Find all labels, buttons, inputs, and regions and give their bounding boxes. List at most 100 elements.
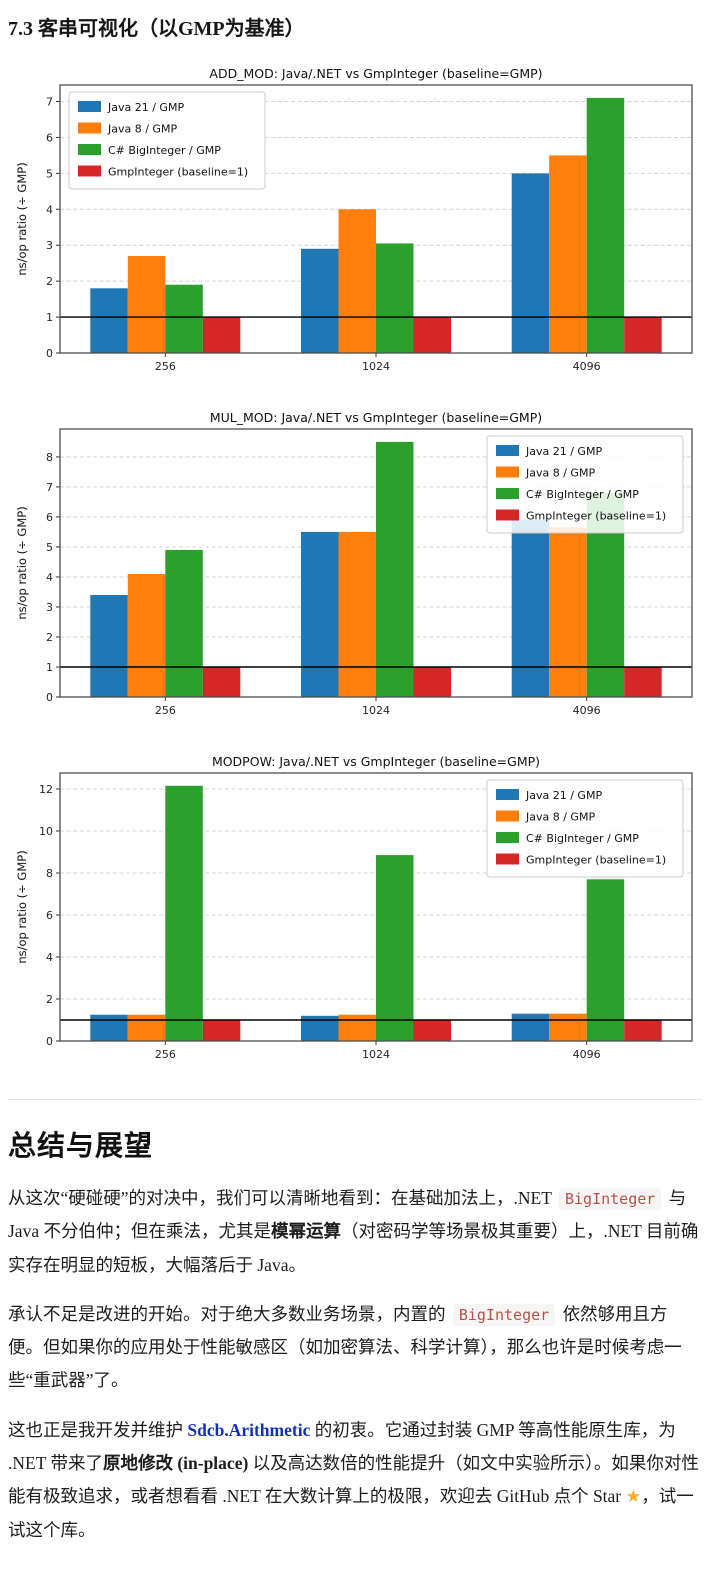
bar (165, 284, 203, 353)
legend-swatch (496, 810, 519, 822)
bar (90, 288, 128, 353)
bar (511, 1013, 550, 1041)
bar (202, 667, 241, 697)
bar (301, 248, 339, 353)
bar (338, 1014, 376, 1041)
section-divider (8, 1099, 702, 1100)
summary-paragraph-2: 承认不足是改进的开始。对于绝大多数业务场景，内置的 BigInteger 依然够… (8, 1303, 682, 1391)
legend-label: Java 8 / GMP (107, 123, 177, 136)
figure-add-mod: 256 1024 4096 0 1 2 3 4 5 6 7 ADD_MOD: Java/.NET vs… (14, 67, 702, 385)
y-tick-label: 7 (46, 96, 53, 109)
bar (511, 173, 550, 353)
y-tick-label: 8 (46, 451, 53, 464)
bar (624, 317, 662, 353)
y-tick-label: 5 (46, 541, 53, 554)
legend-swatch (78, 165, 101, 177)
legend: Java 21 / GMP Java 8 / GMP C# BigInteger /… (486, 779, 684, 878)
bar (586, 97, 625, 354)
bar (376, 441, 414, 697)
inline-code: BigInteger (558, 1188, 662, 1210)
summary-paragraph-3: 这也正是我开发并维护 Sdcb.Arithmetic 的初衷。它通过封装 GMP… (8, 1419, 699, 1541)
plot-border (59, 428, 693, 698)
y-tick-label: 2 (46, 993, 53, 1006)
legend-swatch (78, 122, 101, 134)
mul-mod-chart: 256 1024 4096 0 1 2 3 4 5 6 7 8 MUL_MOD: Java/.NET v… (14, 411, 698, 729)
y-tick-label: 10 (39, 825, 53, 838)
bar (413, 1020, 451, 1041)
bar (127, 574, 166, 697)
bar (165, 549, 203, 697)
legend-label: Java 21 / GMP (525, 789, 602, 802)
y-tick-label: 6 (46, 909, 53, 922)
summary-paragraph-1: 从这次“硬碰硬”的对决中，我们可以清晰地看到：在基础加法上，.NET BigIn… (8, 1188, 699, 1275)
legend-label: GmpInteger (baseline=1) (108, 166, 248, 179)
x-tick-label: 1024 (362, 704, 390, 717)
x-tick-label: 256 (155, 360, 176, 373)
legend-label: C# BigInteger / GMP (526, 832, 639, 845)
y-tick-label: 4 (46, 951, 53, 964)
y-tick-label: 4 (46, 571, 53, 584)
bar (586, 879, 625, 1041)
legend-swatch (496, 789, 519, 800)
y-axis-label: ns/op ratio (÷ GMP) (15, 162, 29, 275)
y-tick-label: 0 (46, 1035, 53, 1048)
legend-swatch (496, 509, 519, 521)
bar (413, 667, 451, 697)
y-axis-label: ns/op ratio (÷ GMP) (15, 506, 29, 619)
bar (549, 1013, 587, 1041)
legend-swatch (496, 488, 519, 499)
legend-swatch (496, 445, 519, 456)
legend-swatch (78, 144, 101, 155)
y-tick-label: 3 (46, 601, 53, 614)
legend: Java 21 / GMP Java 8 / GMP C# BigInteger /… (68, 91, 266, 190)
x-tick-label: 1024 (362, 1048, 390, 1061)
x-tick-label: 4096 (573, 1048, 601, 1061)
x-tick-label: 4096 (573, 360, 601, 373)
bar (338, 209, 376, 353)
inline-code: BigInteger (452, 1303, 556, 1326)
legend-swatch (496, 832, 519, 843)
star-icon: ★ (625, 1487, 642, 1507)
modpow-chart: 256 1024 4096 0 2 4 6 8 10 12 MODPOW: Java/.NET vs… (14, 755, 698, 1073)
y-tick-label: 0 (46, 691, 53, 704)
legend-label: Java 21 / GMP (107, 101, 184, 114)
y-tick-label: 7 (46, 481, 53, 494)
y-tick-label: 3 (46, 239, 53, 252)
bar (127, 256, 166, 353)
sdcb-arithmetic-link[interactable]: Sdcb.Arithmetic (187, 1419, 311, 1440)
chart-title: ADD_MOD: Java/.NET vs GmpInteger (baseli… (209, 67, 542, 81)
figure-modpow: 256 1024 4096 0 2 4 6 8 10 12 MODPOW: Java/.NET vs… (14, 755, 702, 1073)
legend-label: Java 21 / GMP (525, 445, 602, 458)
legend-label: GmpInteger (baseline=1) (526, 510, 666, 523)
add-mod-chart: 256 1024 4096 0 1 2 3 4 5 6 7 ADD_MOD: Java/.NET vs… (14, 67, 698, 385)
y-tick-label: 5 (46, 167, 53, 180)
bar (549, 527, 587, 697)
y-tick-label: 1 (46, 661, 53, 674)
legend-swatch (496, 853, 519, 865)
plot-border (59, 84, 693, 354)
y-tick-label: 1 (46, 311, 53, 324)
bar (90, 1014, 128, 1041)
bar (127, 1014, 166, 1041)
bar (413, 317, 451, 353)
legend-label: GmpInteger (baseline=1) (526, 854, 666, 867)
bar (301, 531, 339, 697)
bar (376, 855, 414, 1041)
bar (202, 1020, 241, 1041)
bar (202, 317, 241, 353)
y-tick-label: 6 (46, 131, 53, 144)
plot-border (59, 772, 693, 1042)
bar (624, 1020, 662, 1041)
bar (338, 531, 376, 697)
section-heading: 7.3 客串可视化（以GMP为基准） (8, 18, 305, 40)
y-axis-label: ns/op ratio (÷ GMP) (15, 850, 29, 963)
y-tick-label: 2 (46, 275, 53, 288)
legend-label: C# BigInteger / GMP (108, 144, 221, 157)
legend-label: Java 8 / GMP (525, 811, 595, 824)
y-tick-label: 4 (46, 203, 53, 216)
legend-swatch (78, 101, 101, 112)
legend: Java 21 / GMP Java 8 / GMP C# BigInteger /… (486, 435, 684, 534)
y-tick-label: 0 (46, 347, 53, 360)
x-tick-label: 1024 (362, 360, 390, 373)
bar (511, 519, 550, 697)
